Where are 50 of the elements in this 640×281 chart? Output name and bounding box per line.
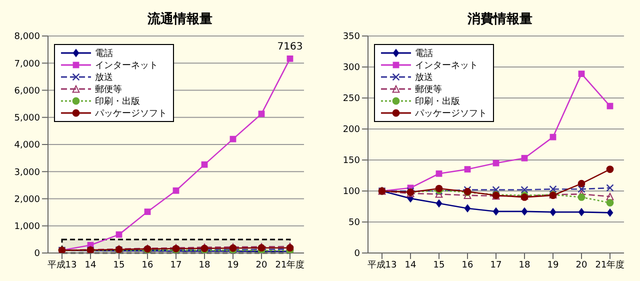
legend-label: パッケージソフト — [95, 108, 167, 120]
y-tick-label: 300 — [342, 63, 360, 74]
y-tick-label: 1,000 — [14, 222, 40, 232]
x-tick-label: 18 — [198, 260, 210, 270]
y-tick-label: 7,000 — [14, 59, 40, 70]
legend-label: 郵便等 — [95, 84, 122, 96]
y-tick-label: 3,000 — [14, 168, 40, 178]
legend-label: 印刷・出版 — [95, 96, 140, 108]
x-tick-label: 16 — [142, 260, 154, 270]
legend-label: 放送 — [95, 72, 113, 84]
legend-label: 郵便等 — [415, 84, 442, 96]
y-tick-label: 4,000 — [14, 140, 40, 151]
x-tick-label: 14 — [84, 260, 96, 270]
legend-label: インターネット — [95, 60, 158, 72]
x-tick-label: 14 — [404, 260, 416, 270]
x-tick-label: 15 — [433, 260, 445, 270]
y-tick-label: 200 — [342, 125, 360, 136]
chart-title: 消費情報量 — [466, 11, 534, 28]
x-tick-label: 21年度 — [275, 259, 305, 270]
y-tick-label: 0 — [34, 249, 40, 260]
x-tick-label: 17 — [170, 260, 182, 270]
legend-label: インターネット — [415, 60, 478, 72]
y-tick-label: 50 — [348, 218, 360, 228]
x-tick-label: 15 — [113, 260, 125, 270]
x-tick-label: 19 — [227, 260, 239, 270]
y-tick-label: 350 — [342, 32, 360, 42]
y-tick-label: 250 — [342, 94, 360, 104]
y-tick-label: 0 — [354, 249, 360, 260]
x-tick-label: 21年度 — [595, 259, 625, 270]
data-label: 7163 — [277, 42, 303, 53]
y-tick-label: 150 — [342, 156, 360, 166]
y-tick-label: 8,000 — [14, 32, 40, 42]
legend-label: パッケージソフト — [415, 108, 487, 120]
y-tick-label: 100 — [342, 187, 360, 198]
y-tick-label: 6,000 — [14, 86, 40, 96]
x-tick-label: 18 — [518, 260, 530, 270]
legend-label: 放送 — [415, 72, 433, 84]
x-tick-label: 平成13 — [47, 259, 77, 270]
y-tick-label: 5,000 — [14, 114, 40, 124]
x-tick-label: 17 — [490, 260, 502, 270]
x-tick-label: 平成13 — [367, 259, 397, 270]
x-tick-label: 20 — [256, 260, 268, 270]
y-tick-label: 2,000 — [14, 194, 40, 205]
x-tick-label: 16 — [462, 260, 474, 270]
legend-label: 印刷・出版 — [415, 96, 460, 108]
legend-label: 電話 — [415, 48, 433, 60]
x-tick-label: 19 — [547, 260, 559, 270]
x-tick-label: 20 — [576, 260, 588, 270]
legend-label: 電話 — [95, 48, 113, 60]
chart-title: 流通情報量 — [146, 10, 214, 28]
